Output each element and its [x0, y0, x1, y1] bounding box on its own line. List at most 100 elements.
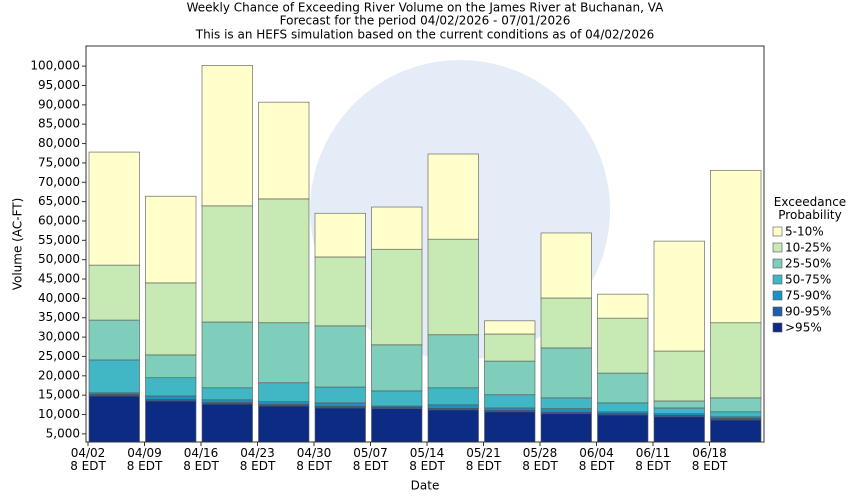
bar-segment	[371, 408, 423, 443]
bar-segment	[710, 322, 762, 399]
bar-segment	[258, 322, 310, 384]
legend-label: 75-90%	[785, 289, 831, 303]
y-tick-label: 40,000	[38, 291, 80, 305]
bar-segment	[145, 354, 197, 379]
x-tick-label: 05/14 8 EDT	[409, 446, 445, 473]
x-axis-label: Date	[411, 479, 440, 493]
chart-subtitle: Forecast for the period 04/02/2026 - 07/…	[280, 14, 571, 28]
bar-segment	[314, 407, 366, 443]
legend-swatch	[772, 242, 783, 253]
y-tick-label: 95,000	[38, 78, 80, 92]
legend-swatch	[772, 226, 783, 237]
bar-segment	[427, 387, 479, 406]
x-tick-label: 04/09 8 EDT	[127, 446, 163, 473]
chart-title: Weekly Chance of Exceeding River Volume …	[187, 1, 665, 15]
bar-segment	[201, 399, 253, 403]
bar-segment	[145, 377, 197, 397]
bar-segment	[484, 360, 536, 396]
bar-segment	[88, 264, 140, 321]
y-tick-label: 60,000	[38, 213, 80, 227]
bar-segment	[371, 390, 423, 407]
bar-segment	[484, 411, 536, 443]
bar-segment	[484, 333, 536, 362]
y-tick-label: 45,000	[38, 272, 80, 286]
legend-swatch	[772, 290, 783, 301]
x-tick-label: 05/21 8 EDT	[466, 446, 502, 473]
bar-segment	[145, 195, 197, 284]
legend-label: 25-50%	[785, 257, 831, 271]
bar-segment	[540, 408, 592, 413]
y-tick-label: 65,000	[38, 194, 80, 208]
bar-segment	[710, 397, 762, 413]
legend-label: 10-25%	[785, 241, 831, 255]
x-tick-label: 04/23 8 EDT	[240, 446, 276, 473]
bar-segment	[540, 297, 592, 349]
legend-swatch	[772, 258, 783, 269]
bar-segment	[427, 404, 479, 409]
y-axis-label: Volume (AC-FT)	[11, 198, 25, 291]
bar-segment	[314, 386, 366, 404]
legend-label: 50-75%	[785, 273, 831, 287]
y-tick-label: 55,000	[38, 233, 80, 247]
bar-segment	[540, 232, 592, 299]
y-tick-label: 30,000	[38, 330, 80, 344]
y-tick-label: 85,000	[38, 117, 80, 131]
legend-swatch	[772, 322, 783, 333]
y-tick-label: 75,000	[38, 155, 80, 169]
legend-title: Exceedance Probability	[774, 195, 846, 222]
bar-segment	[88, 359, 140, 394]
bar-segment	[371, 344, 423, 392]
bar-segment	[540, 413, 592, 443]
bar-segment	[314, 256, 366, 327]
bar-segment	[653, 400, 705, 409]
bar-segment	[258, 101, 310, 200]
bar-segment	[484, 394, 536, 409]
bar-segment	[201, 387, 253, 401]
bar-segment	[653, 407, 705, 415]
x-tick-label: 05/28 8 EDT	[522, 446, 558, 473]
bar-segment	[597, 293, 649, 319]
x-tick-label: 06/18 8 EDT	[692, 446, 728, 473]
bar-segment	[314, 402, 366, 407]
bar-segment	[540, 397, 592, 410]
y-tick-label: 35,000	[38, 310, 80, 324]
legend-label: 90-95%	[785, 305, 831, 319]
bar-segment	[145, 400, 197, 443]
bar-segment	[597, 372, 649, 404]
bar-segment	[427, 334, 479, 389]
x-tick-label: 04/16 8 EDT	[183, 446, 219, 473]
bar-segment	[258, 401, 310, 405]
x-tick-label: 05/07 8 EDT	[353, 446, 389, 473]
bar-segment	[484, 320, 536, 335]
bar-segment	[258, 198, 310, 324]
bar-segment	[597, 317, 649, 374]
bar-segment	[201, 403, 253, 443]
y-tick-label: 50,000	[38, 252, 80, 266]
bar-segment	[710, 419, 762, 443]
x-tick-label: 06/11 8 EDT	[635, 446, 671, 473]
legend-swatch	[772, 306, 783, 317]
bar-segment	[145, 282, 197, 356]
bar-segment	[427, 238, 479, 336]
y-tick-label: 80,000	[38, 136, 80, 150]
plot-frame	[85, 45, 765, 443]
y-tick-label: 90,000	[38, 97, 80, 111]
bar-segment	[710, 169, 762, 324]
bar-segment	[427, 409, 479, 443]
bar-segment	[653, 350, 705, 402]
bar-segment	[371, 206, 423, 250]
x-tick-label: 04/30 8 EDT	[296, 446, 332, 473]
bar-segment	[653, 240, 705, 352]
bar-segment	[88, 151, 140, 266]
bar-segment	[314, 325, 366, 388]
chart-subtitle: This is an HEFS simulation based on the …	[195, 28, 655, 42]
bar-segment	[540, 347, 592, 399]
bar-segment	[710, 411, 762, 418]
legend-label: 5-10%	[785, 225, 824, 239]
y-tick-label: 5,000	[46, 426, 80, 440]
bar-segment	[88, 395, 140, 443]
bar-segment	[201, 65, 253, 207]
bar-segment	[597, 402, 649, 413]
bar-segment	[201, 205, 253, 323]
